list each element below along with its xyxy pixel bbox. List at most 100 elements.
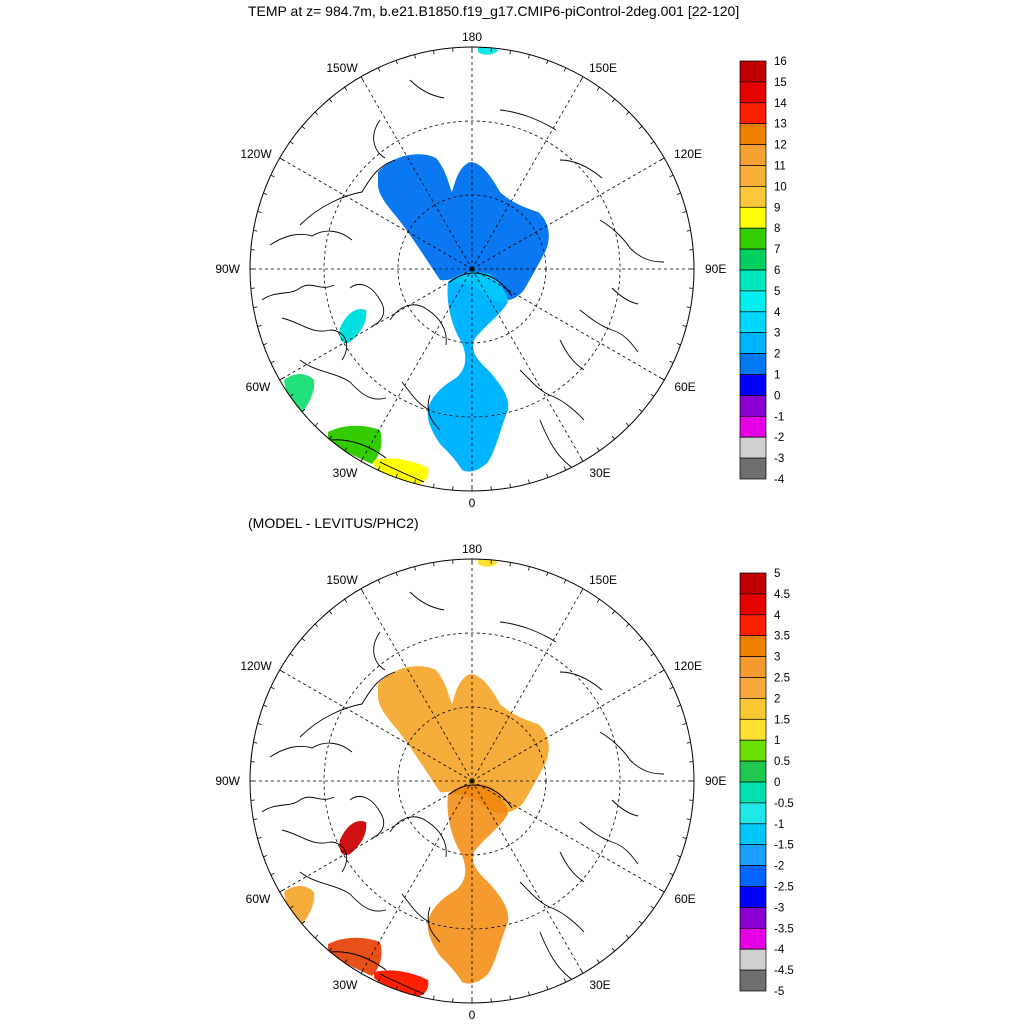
colorbar-swatch <box>740 354 766 375</box>
coastline <box>262 797 334 812</box>
boundary-tick <box>612 948 615 951</box>
boundary-tick <box>547 572 548 576</box>
boundary-tick <box>528 55 529 59</box>
boundary-tick <box>687 742 691 743</box>
boundary-tick <box>639 921 642 924</box>
longitude-label: 30W <box>333 466 358 480</box>
colorbar-label: 2 <box>774 349 780 361</box>
colorbar-label: -2 <box>774 861 784 873</box>
colorbar-label: 0.5 <box>774 756 790 768</box>
boundary-tick <box>361 77 363 80</box>
colorbar-label: -1 <box>774 411 784 423</box>
longitude-label: 60E <box>674 892 695 906</box>
colorbar-label: 13 <box>774 119 787 131</box>
coastline <box>560 852 584 882</box>
coastline <box>612 288 638 304</box>
colorbar-label: -5 <box>774 986 784 998</box>
boundary-tick <box>581 970 583 973</box>
coastline <box>600 220 664 262</box>
boundary-tick <box>253 742 257 743</box>
longitude-label: 60W <box>246 892 271 906</box>
colorbar-swatch <box>740 207 766 228</box>
boundary-tick <box>661 158 664 160</box>
boundary-tick <box>597 87 599 90</box>
colorbar-label: 11 <box>774 161 786 173</box>
longitude-label: 150W <box>326 573 358 587</box>
ocean-field-fram-nordic <box>428 783 509 983</box>
colorbar-swatch <box>740 61 766 82</box>
longitude-label: 30W <box>333 978 358 992</box>
longitude-label: 30E <box>589 978 610 992</box>
colorbar-swatch <box>740 375 766 396</box>
boundary-tick <box>564 979 566 983</box>
colorbar-label: 12 <box>774 140 787 152</box>
coastline <box>374 120 385 158</box>
boundary-tick <box>253 307 257 308</box>
coastline <box>390 305 446 345</box>
boundary-tick <box>670 361 674 363</box>
colorbar-label: 15 <box>774 77 787 89</box>
longitude-label: 60W <box>246 380 271 394</box>
colorbar-swatch <box>740 103 766 124</box>
colorbar-swatch <box>740 458 766 479</box>
boundary-tick <box>510 562 511 566</box>
longitude-label: 0 <box>469 1008 476 1022</box>
colorbar-swatch <box>740 312 766 333</box>
colorbar-swatch <box>740 249 766 270</box>
meridian-line <box>280 781 472 892</box>
boundary-tick <box>263 344 267 345</box>
coastline <box>282 830 347 872</box>
longitude-label: 180 <box>462 30 482 44</box>
longitude-label: 120E <box>674 147 702 161</box>
boundary-tick <box>626 624 629 627</box>
colorbar-swatch <box>740 82 766 103</box>
colorbar-label: 14 <box>774 98 787 110</box>
colorbar-label: -1 <box>774 819 784 831</box>
boundary-tick <box>597 599 599 602</box>
coastline <box>374 632 385 670</box>
ocean-field-fram-nordic <box>428 271 509 471</box>
boundary-tick <box>687 307 691 308</box>
boundary-tick <box>597 960 599 963</box>
colorbar-label: 4 <box>774 610 781 622</box>
colorbar-swatch <box>740 636 766 657</box>
boundary-tick <box>315 935 318 938</box>
boundary-tick <box>597 448 599 451</box>
boundary-tick <box>271 175 275 177</box>
colorbar-label: -3 <box>774 902 784 914</box>
longitude-label: 180 <box>462 542 482 556</box>
colorbar-swatch <box>740 615 766 636</box>
boundary-tick <box>378 68 380 72</box>
colorbar-swatch <box>740 186 766 207</box>
colorbar-swatch <box>740 782 766 803</box>
boundary-tick <box>271 873 275 875</box>
boundary-tick <box>612 436 615 439</box>
colorbar-label: 4 <box>774 307 781 319</box>
longitude-label: 90E <box>705 262 726 276</box>
colorbar-label: 7 <box>774 244 780 256</box>
boundary-tick <box>271 687 275 689</box>
boundary-tick <box>510 484 511 488</box>
coastline <box>500 110 556 130</box>
colorbar-swatch <box>740 907 766 928</box>
boundary-tick <box>677 193 681 194</box>
boundary-tick <box>510 996 511 1000</box>
boundary-tick <box>280 378 283 380</box>
ocean-field-baffin <box>339 309 366 343</box>
meridian-line <box>280 269 472 380</box>
boundary-tick <box>564 467 566 471</box>
boundary-tick <box>433 50 434 54</box>
boundary-tick <box>687 230 691 231</box>
boundary-tick <box>651 394 654 396</box>
colorbar-swatch <box>740 740 766 761</box>
colorbar-swatch <box>740 124 766 145</box>
colorbar-label: -3.5 <box>774 923 794 935</box>
longitude-label: 90W <box>215 774 240 788</box>
boundary-tick <box>612 99 615 102</box>
boundary-tick <box>329 99 332 102</box>
